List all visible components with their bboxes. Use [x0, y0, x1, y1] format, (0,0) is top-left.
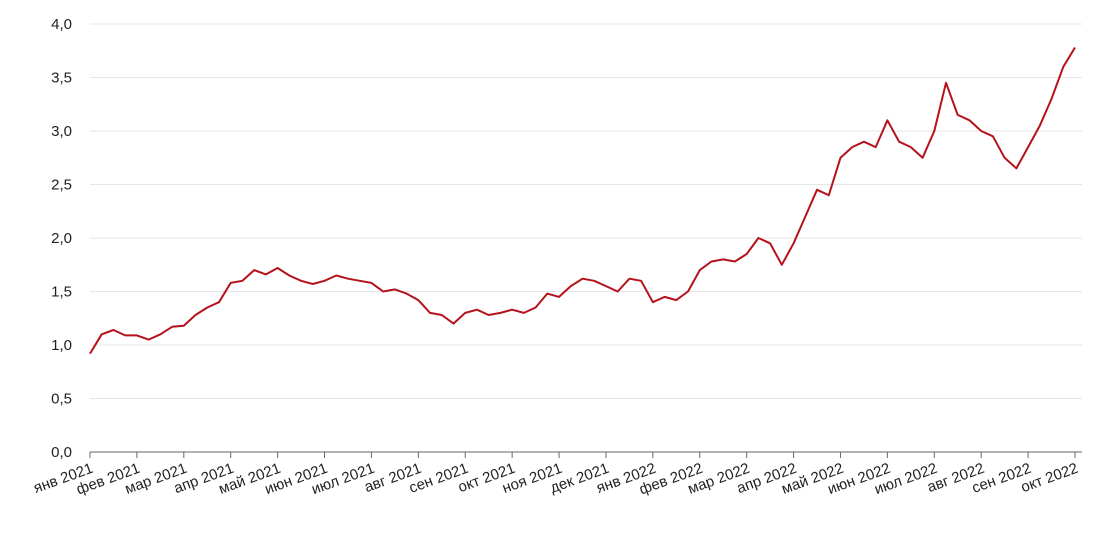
y-tick-label: 3,0: [51, 123, 72, 140]
y-tick-label: 0,5: [51, 391, 72, 408]
y-tick-label: 2,0: [51, 230, 72, 247]
y-tick-label: 4,0: [51, 16, 72, 33]
y-tick-label: 0,0: [51, 444, 72, 461]
y-tick-label: 1,5: [51, 284, 72, 301]
y-tick-label: 1,0: [51, 337, 72, 354]
y-tick-label: 3,5: [51, 70, 72, 87]
line-series: [89, 46, 1076, 355]
y-tick-label: 2,5: [51, 177, 72, 194]
